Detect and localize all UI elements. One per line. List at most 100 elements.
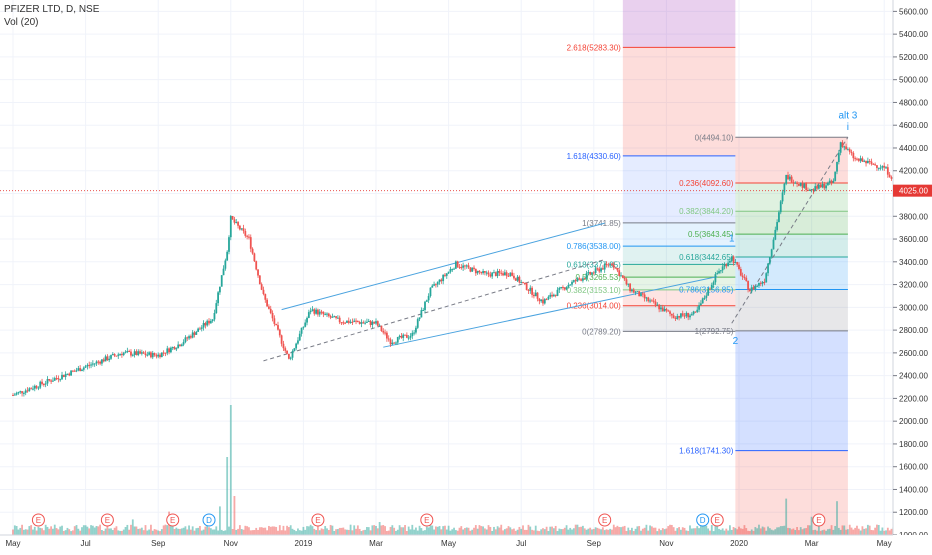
event-marker — [311, 513, 325, 527]
volume-bar — [739, 528, 742, 535]
volume-bar — [447, 525, 450, 535]
volume-bar — [140, 527, 143, 535]
candle-body — [66, 373, 69, 375]
price-tick-label: 1600.00 — [899, 463, 928, 472]
candle-body — [101, 359, 103, 364]
candle-body — [783, 183, 786, 193]
candle-body — [420, 310, 423, 318]
volume-bar — [376, 528, 379, 535]
candle-body — [620, 275, 622, 277]
volume-bar — [66, 527, 69, 535]
candle-body — [476, 270, 479, 274]
candle-body — [90, 364, 92, 366]
volume-bar — [424, 530, 426, 535]
candle-body — [596, 268, 599, 270]
candle-body — [22, 392, 25, 394]
volume-bar — [698, 528, 700, 535]
volume-bar — [128, 529, 131, 535]
candle-body — [881, 165, 884, 168]
volume-bar — [353, 525, 356, 535]
candle-body — [638, 291, 641, 297]
volume-bar — [413, 529, 416, 535]
volume-bar — [311, 526, 314, 535]
volume-bar — [865, 528, 867, 535]
candle-body — [721, 266, 724, 271]
volume-bar — [277, 530, 279, 535]
volume-bar — [638, 526, 641, 535]
volume-bar — [131, 519, 134, 535]
candle-body — [781, 192, 784, 202]
candle-body — [582, 278, 584, 281]
volume-bar — [767, 526, 769, 535]
candle-body — [665, 308, 668, 311]
candle-body — [159, 354, 161, 358]
volume-bar — [812, 530, 815, 535]
candle-body — [877, 167, 880, 169]
volume-bar — [592, 528, 595, 535]
candle-body — [139, 351, 141, 354]
candle-body — [307, 312, 310, 318]
price-tick-label: 2600.00 — [899, 349, 928, 358]
candle-body — [614, 267, 617, 269]
volume-bar — [55, 528, 58, 535]
volume-bar — [206, 525, 209, 535]
volume-bar — [193, 530, 196, 535]
candle-body — [331, 316, 334, 318]
volume-bar — [389, 526, 392, 535]
volume-bar — [636, 526, 639, 535]
candle-body — [681, 313, 684, 316]
candle-body — [825, 185, 828, 189]
candle-body — [554, 294, 557, 296]
volume-bar — [53, 524, 56, 535]
volume-bar — [803, 528, 806, 535]
candle-body — [631, 289, 633, 292]
volume-bar — [458, 527, 461, 535]
volume-bar — [306, 526, 308, 535]
candle-body — [503, 272, 506, 276]
volume-bar — [511, 529, 514, 535]
volume-bar — [641, 528, 644, 535]
volume-bar — [596, 527, 599, 535]
volume-bar — [712, 531, 715, 535]
candle-body — [300, 327, 303, 334]
candle-body — [618, 270, 621, 276]
volume-bar — [404, 525, 406, 535]
volume-bar — [137, 528, 140, 535]
volume-bar — [151, 530, 154, 535]
candle-body — [843, 146, 846, 148]
volume-bar — [605, 529, 608, 535]
candle-body — [213, 313, 216, 320]
candle-body — [866, 160, 869, 164]
event-label: E — [715, 516, 720, 525]
volume-bar — [159, 531, 161, 535]
volume-bar — [634, 528, 637, 535]
candle-body — [574, 280, 577, 282]
volume-bar — [291, 528, 294, 535]
time-tick-label: Sep — [587, 539, 602, 548]
volume-bar — [558, 528, 561, 535]
candle-body — [32, 388, 34, 390]
candle-body — [712, 282, 715, 285]
volume-bar — [387, 530, 390, 535]
candle-body — [88, 364, 91, 366]
candle-body — [819, 184, 822, 188]
fib-ext-label: 1.618(4330.60) — [567, 152, 622, 161]
volume-bar — [772, 530, 775, 535]
candle-body — [42, 383, 45, 385]
candle-body — [391, 342, 394, 345]
volume-bar — [603, 530, 606, 535]
volume-bar — [845, 529, 847, 535]
candle-body — [17, 391, 20, 394]
candle-body — [313, 309, 316, 314]
fib-ext-label: 2.618(5283.30) — [567, 43, 622, 52]
volume-bar — [467, 527, 470, 535]
candle-body — [59, 379, 62, 381]
fib-left-label: 0.236(3014.00) — [567, 302, 622, 311]
candle-body — [130, 351, 132, 356]
candle-body — [533, 294, 535, 297]
candle-body — [211, 319, 214, 321]
candle-body — [827, 182, 829, 186]
volume-bar — [409, 529, 412, 535]
fib-right-label: 0.236(4092.60) — [679, 179, 734, 188]
